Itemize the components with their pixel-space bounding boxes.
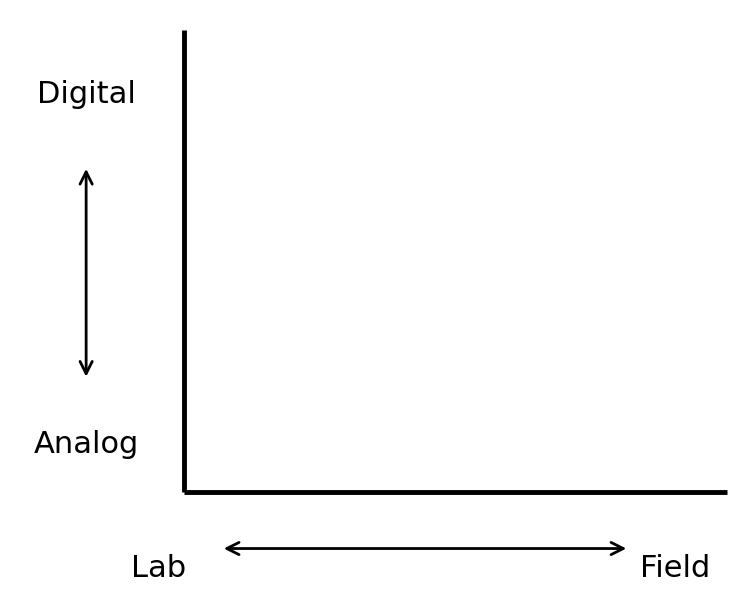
Text: Analog: Analog [34, 431, 139, 459]
Text: Lab: Lab [130, 554, 186, 582]
Text: Field: Field [640, 554, 711, 582]
Text: Digital: Digital [37, 81, 136, 109]
